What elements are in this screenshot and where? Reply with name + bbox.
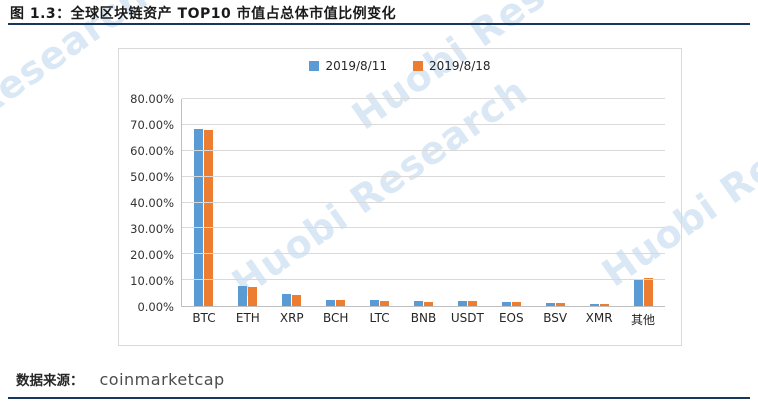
y-tick-label: 30.00%: [130, 222, 174, 236]
bar-2019/8/11: [326, 300, 336, 306]
gridline: [182, 175, 665, 177]
bar-2019/8/11: [501, 301, 511, 306]
x-tick-label: XMR: [585, 311, 613, 325]
gridline: [182, 201, 665, 203]
y-tick-label: 10.00%: [130, 274, 174, 288]
plot-area: BTC ETH XRP BCH LTC BNB USDT EOS BSV XMR 其他: [181, 98, 665, 327]
bar-2019/8/18: [380, 300, 390, 306]
x-tick-label: ETH: [235, 311, 260, 325]
y-axis: 80.00% 70.00% 60.00% 50.00% 40.00% 30.00% 20.0…: [125, 92, 181, 314]
bar-group: [314, 99, 358, 306]
y-tick-label: 0.00%: [137, 300, 174, 314]
bar-group: [402, 99, 446, 306]
source-row: 数据来源： coinmarketcap: [16, 369, 225, 389]
bar-2019/8/11: [194, 128, 204, 306]
gridline: [182, 123, 665, 125]
gridline: [182, 227, 665, 229]
bar-group: [577, 99, 621, 306]
bar-2019/8/11: [457, 301, 467, 306]
legend-swatch: [413, 61, 423, 71]
x-tick-label: BNB: [410, 311, 437, 325]
source-value: coinmarketcap: [99, 370, 225, 389]
bottom-divider: [8, 397, 750, 399]
bar-2019/8/11: [238, 285, 248, 306]
x-tick-label: 其他: [631, 313, 656, 327]
bar-2019/8/18: [643, 277, 653, 306]
chart: 2019/8/11 2019/8/18 80.00% 70.00% 60.00% 50.…: [118, 48, 682, 346]
y-tick-label: 20.00%: [130, 248, 174, 262]
x-tick-label: EOS: [498, 311, 524, 325]
x-tick-label: BSV: [543, 311, 568, 325]
figure-title: 图 1.3：全球区块链资产 TOP10 市值占总体市值比例变化: [10, 6, 397, 22]
bar-2019/8/18: [599, 303, 609, 306]
gridline: [182, 149, 665, 151]
gridline: [182, 253, 665, 255]
bar-2019/8/18: [467, 301, 477, 306]
y-tick-label: 80.00%: [130, 92, 174, 106]
bar-2019/8/18: [555, 303, 565, 306]
bar-2019/8/18: [511, 301, 521, 306]
y-tick-label: 40.00%: [130, 196, 174, 210]
y-tick-label: 60.00%: [130, 144, 174, 158]
bar-group: [270, 99, 314, 306]
x-tick-label: BCH: [322, 311, 349, 325]
legend-label: 2019/8/11: [325, 59, 387, 73]
legend-item: 2019/8/11: [309, 59, 387, 73]
bar-2019/8/18: [336, 300, 346, 306]
legend-swatch: [309, 61, 320, 71]
bar-group: [445, 99, 489, 306]
bar-2019/8/11: [633, 278, 643, 306]
y-tick-label: 70.00%: [130, 118, 174, 132]
bar-group: [182, 99, 226, 306]
gridline: [182, 98, 665, 99]
x-tick-label: XRP: [279, 311, 304, 325]
bar-group: [226, 99, 270, 306]
x-tick-label: LTC: [369, 311, 390, 325]
x-axis: BTC ETH XRP BCH LTC BNB USDT EOS BSV XMR 其他: [182, 306, 665, 328]
title-divider: [8, 23, 750, 25]
bar-group: [533, 99, 577, 306]
bar-2019/8/11: [589, 303, 599, 306]
gridline: [182, 279, 665, 281]
bar-group: [489, 99, 533, 306]
plot-region: 80.00% 70.00% 60.00% 50.00% 40.00% 30.00% 20.0…: [125, 92, 665, 327]
bar-group: [621, 99, 665, 306]
legend: 2019/8/11 2019/8/18: [119, 59, 681, 73]
bar-2019/8/18: [204, 130, 214, 306]
bar-2019/8/11: [282, 294, 292, 306]
bar-2019/8/18: [423, 301, 433, 306]
legend-item: 2019/8/18: [413, 59, 491, 73]
x-tick-label: BTC: [192, 311, 216, 325]
source-label: 数据来源：: [16, 373, 84, 389]
bar-2019/8/18: [248, 287, 258, 306]
legend-label: 2019/8/18: [429, 59, 491, 73]
bar-group: [358, 99, 402, 306]
bar-2019/8/11: [545, 302, 555, 306]
bar-groups: [182, 99, 665, 306]
x-tick-label: USDT: [450, 311, 484, 325]
y-tick-label: 50.00%: [130, 170, 174, 184]
bar-2019/8/11: [370, 300, 380, 306]
bar-2019/8/18: [292, 294, 302, 306]
bar-2019/8/11: [413, 301, 423, 306]
